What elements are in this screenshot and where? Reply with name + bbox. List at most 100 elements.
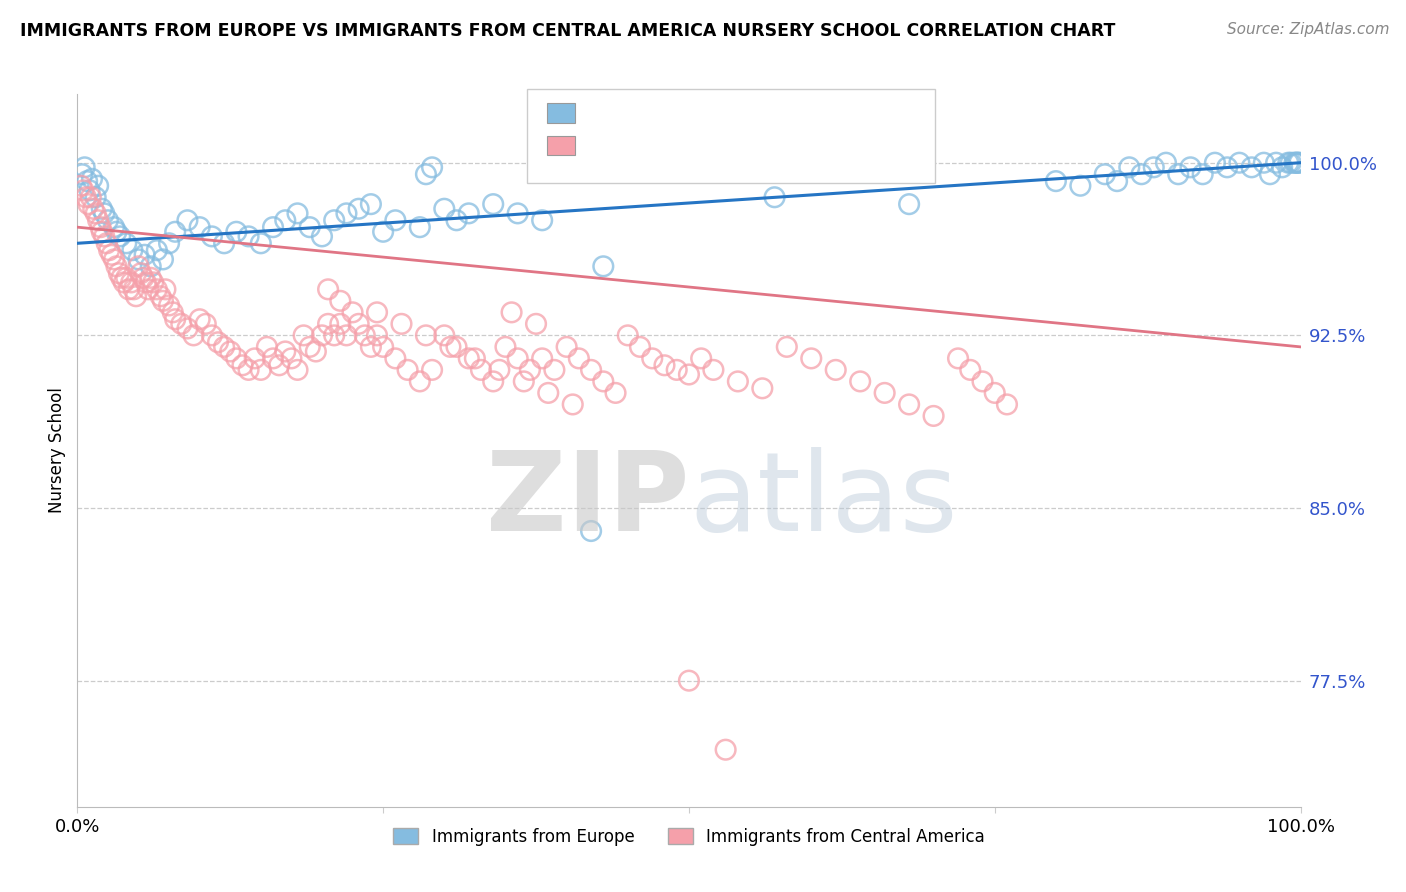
Point <box>100 248 122 262</box>
Point <box>231 359 253 373</box>
Point <box>1265 155 1288 169</box>
Point <box>77 197 100 211</box>
Point <box>561 397 583 411</box>
Point <box>335 328 357 343</box>
Point <box>605 385 627 400</box>
Point <box>1107 174 1129 188</box>
Point <box>1253 155 1275 169</box>
Point <box>409 220 432 235</box>
Point <box>1271 161 1294 175</box>
Text: 80: 80 <box>742 104 768 122</box>
Point <box>1277 155 1299 169</box>
Point <box>298 340 321 354</box>
Point <box>165 312 187 326</box>
Point <box>120 276 142 290</box>
Point <box>439 340 461 354</box>
Point <box>105 225 128 239</box>
Point <box>250 236 273 251</box>
Point <box>984 385 1007 400</box>
Point <box>776 340 799 354</box>
Point <box>366 328 388 343</box>
Point <box>1284 155 1306 169</box>
Point <box>80 190 103 204</box>
Point <box>446 213 468 227</box>
Text: 0.207: 0.207 <box>626 104 682 122</box>
Point <box>127 252 149 267</box>
Point <box>84 190 107 204</box>
Point <box>1094 167 1116 181</box>
Point <box>90 202 112 216</box>
Point <box>371 340 394 354</box>
Point <box>1045 174 1067 188</box>
Point <box>98 243 121 257</box>
Point <box>115 236 138 251</box>
Point <box>125 289 148 303</box>
Point <box>269 359 291 373</box>
Point <box>274 213 297 227</box>
Point <box>157 298 180 312</box>
Point <box>194 317 217 331</box>
Point <box>366 305 388 319</box>
Point <box>946 351 969 366</box>
Point <box>75 190 97 204</box>
Point <box>132 270 155 285</box>
Point <box>800 351 823 366</box>
Point <box>555 340 578 354</box>
Point <box>162 305 184 319</box>
Point <box>250 363 273 377</box>
Point <box>323 213 346 227</box>
Point <box>873 385 896 400</box>
Point <box>108 229 131 244</box>
Point <box>274 344 297 359</box>
Point <box>396 363 419 377</box>
Point <box>592 260 614 274</box>
Point <box>97 213 120 227</box>
Point <box>238 363 260 377</box>
Point <box>537 385 560 400</box>
Point <box>157 236 180 251</box>
Point <box>506 206 529 220</box>
Point <box>103 220 125 235</box>
Point <box>316 317 339 331</box>
Point <box>122 282 145 296</box>
Point <box>139 260 162 274</box>
Point <box>353 328 375 343</box>
Point <box>219 344 242 359</box>
Point <box>470 363 492 377</box>
Point <box>87 213 110 227</box>
Point <box>280 351 302 366</box>
Point <box>524 317 547 331</box>
Point <box>1167 167 1189 181</box>
Point <box>121 243 143 257</box>
Point <box>972 375 994 389</box>
Point <box>384 213 406 227</box>
Point <box>110 270 132 285</box>
Point <box>76 174 98 188</box>
Point <box>1286 155 1309 169</box>
Point <box>898 397 921 411</box>
Point <box>225 225 247 239</box>
Point <box>482 375 505 389</box>
Point <box>292 328 315 343</box>
Point <box>335 206 357 220</box>
Point <box>70 167 93 181</box>
Point <box>665 363 688 377</box>
Text: N =: N = <box>689 104 741 122</box>
Point <box>96 236 118 251</box>
Point <box>188 312 211 326</box>
Point <box>433 202 456 216</box>
Point <box>183 328 205 343</box>
Point <box>152 252 174 267</box>
Point <box>415 167 437 181</box>
Point <box>391 317 413 331</box>
Point <box>420 161 443 175</box>
Point <box>1258 167 1281 181</box>
Point <box>93 206 115 220</box>
Point <box>311 328 333 343</box>
Point <box>146 243 169 257</box>
Point <box>262 220 284 235</box>
Point <box>543 363 565 377</box>
Point <box>1069 178 1091 193</box>
Point <box>678 673 700 688</box>
Point <box>1285 155 1308 169</box>
